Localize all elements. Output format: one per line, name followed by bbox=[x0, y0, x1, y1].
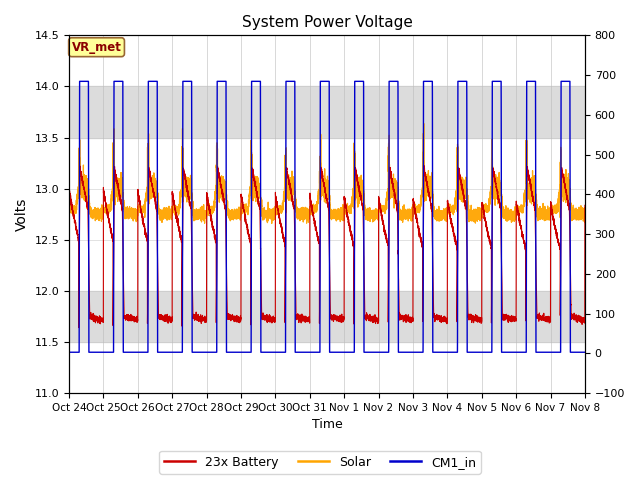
X-axis label: Time: Time bbox=[312, 419, 342, 432]
Text: VR_met: VR_met bbox=[72, 41, 122, 54]
Bar bbox=[69, 291, 585, 342]
Bar bbox=[69, 86, 585, 138]
Y-axis label: Volts: Volts bbox=[15, 198, 29, 231]
Legend: 23x Battery, Solar, CM1_in: 23x Battery, Solar, CM1_in bbox=[159, 451, 481, 474]
Title: System Power Voltage: System Power Voltage bbox=[241, 15, 412, 30]
